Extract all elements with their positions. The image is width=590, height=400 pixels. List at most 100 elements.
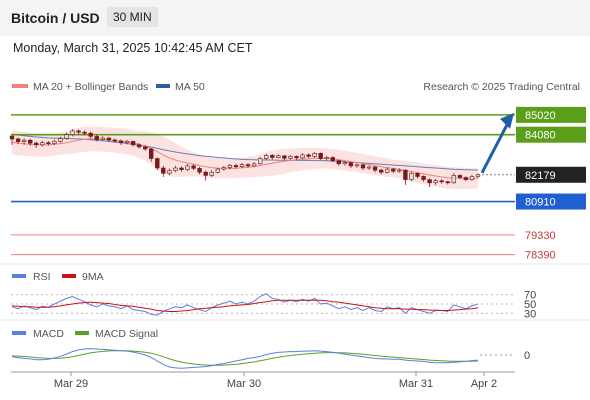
rsi-tick-label: 50 [524,299,536,311]
candle-down [330,157,335,162]
candle-up [384,168,390,173]
candle-down [445,181,450,184]
instrument-title: Bitcoin / USD [11,10,100,26]
candle-down [457,175,463,178]
candle-down [294,156,299,159]
candle-down [306,154,311,157]
candle-up [324,157,329,159]
candle-down [136,144,142,148]
candle-up [251,163,257,167]
candle-up [167,170,172,174]
candle-up [366,166,372,169]
ma50-legend-swatch [156,84,170,88]
candle-down [191,165,196,169]
candle-up [70,130,75,135]
candle-down [203,171,208,176]
ma50-line [11,133,479,171]
projection-arrow-shaft [480,122,510,174]
candle-up [64,134,69,139]
time-axis-labels: Mar 29 Mar 30 Mar 31 Apr 2 [54,372,497,390]
candle-up [124,141,130,143]
projection-arrow-layer [480,112,514,174]
macd-layer: 0 [11,348,530,369]
candle-down [439,180,444,183]
candle-up [185,165,190,170]
candle-up [276,155,281,158]
research-credit: Research © 2025 Trading Central [423,81,580,93]
candle-up [397,169,402,172]
candle-down [282,155,287,159]
support-level-label: 80910 [525,197,556,209]
candle-up [433,180,438,184]
candle-down [197,168,202,173]
candle-down [118,140,124,144]
candle-down [360,164,366,169]
macd-legend-label: MACD [33,328,64,340]
candle-up [221,167,226,170]
level-lines-layer: 85020 84080 82179 80910 79330 78390 [11,106,586,262]
resistance-level-label: 84080 [525,130,556,142]
support-level-tag [516,193,586,210]
rsi-tick-label: 30 [524,308,536,320]
rsi-ma-legend-label: 9MA [82,271,104,283]
candle-down [318,153,323,159]
candle-up [257,158,263,165]
candle-down [33,142,39,146]
candle-up [215,168,220,173]
timeframe-button[interactable]: 30 MIN [107,7,158,27]
candlestick-layer [9,129,481,187]
resistance-level-label: 85020 [525,110,556,122]
candle-up [300,154,305,159]
candle-up [451,175,456,184]
macd-line [11,348,479,369]
candle-up [288,156,293,159]
ma20-line [11,138,479,180]
candle-up [100,137,106,140]
datetime-label: Monday, March 31, 2025 10:42:45 AM CET [13,41,253,55]
candle-up [342,162,348,165]
candle-up [475,174,481,177]
time-axis-label: Apr 2 [471,378,497,390]
last-price-tag [516,166,586,183]
candle-down [179,167,184,171]
candle-up [312,153,317,157]
candle-up [21,139,27,142]
header-bar: Bitcoin / USD 30 MIN [0,0,590,36]
projection-arrow-head [500,112,514,129]
candle-down [143,146,148,150]
macd-legend-swatch [12,331,26,335]
candle-down [9,135,15,140]
candle-down [463,177,469,180]
moving-average-layer [11,133,479,180]
target-level-label: 78390 [525,250,556,262]
candle-down [149,148,154,159]
rsi-legend-label: RSI [33,271,51,283]
candle-down [88,132,93,137]
candle-up [52,141,57,144]
rsi-ma-legend-swatch [62,274,76,278]
candle-up [58,138,63,142]
candle-up [40,142,45,146]
candle-up [354,164,360,167]
rsi-ma-line [11,299,479,312]
macd-tick-label: 0 [524,350,530,362]
candle-down [427,179,432,184]
candle-down [155,158,160,169]
bollinger-band [12,126,478,190]
candle-down [415,173,420,177]
candle-down [161,167,166,174]
time-axis-label: Mar 31 [399,378,433,390]
candle-down [130,141,136,146]
time-axis-label: Mar 30 [227,378,261,390]
rsi-legend-swatch [12,274,26,278]
candle-down [421,176,426,180]
candle-down [106,137,112,141]
candle-up [227,165,233,168]
candle-down [82,131,87,134]
candle-down [403,169,408,180]
candle-up [409,173,414,180]
candle-down [372,166,378,171]
candle-up [173,167,178,171]
time-axis-label: Mar 29 [54,378,88,390]
